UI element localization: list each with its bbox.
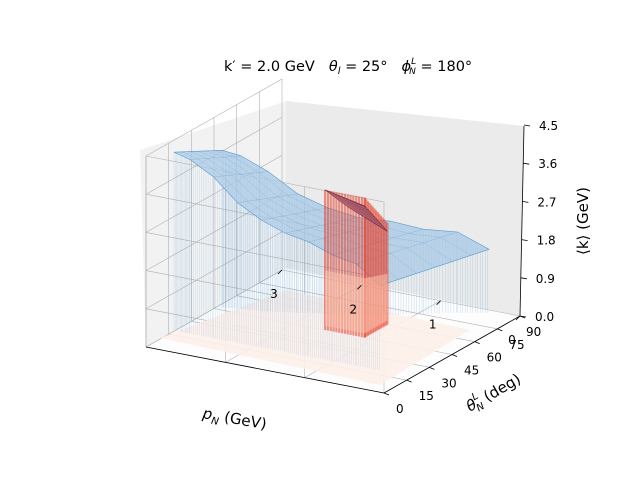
y-tick-mark xyxy=(406,379,412,383)
red-mesh-line xyxy=(330,193,371,213)
x-axis-label: pN (GeV) xyxy=(200,404,268,436)
x-tick-label: 3 xyxy=(270,287,278,301)
grid-left-z xyxy=(145,269,283,348)
red-mesh-line xyxy=(333,196,374,216)
x-tick-group: 3 2 1 0 xyxy=(270,269,521,347)
y-tick-label: 90 xyxy=(526,325,541,339)
title-phi-sup: L xyxy=(411,57,416,67)
title-phi-sub: N xyxy=(409,67,416,77)
red-pale-band xyxy=(325,270,388,334)
title-theta-value: = 25° xyxy=(340,59,387,75)
z-tick-mark xyxy=(520,277,527,280)
y-tick-label: 15 xyxy=(419,389,434,403)
y-tick-label: 0 xyxy=(396,402,404,416)
y-tick-mark xyxy=(474,341,480,345)
x-tick-label: 1 xyxy=(429,318,437,332)
z-tick-mark xyxy=(523,162,530,165)
z-tick-label: 2.7 xyxy=(537,195,556,209)
z-tick-label: 4.5 xyxy=(539,119,558,133)
x-tick-label: 2 xyxy=(350,302,358,316)
y-tick-mark xyxy=(497,328,503,332)
y-tick-mark xyxy=(429,366,435,370)
x-tick-mark xyxy=(357,285,362,290)
red-mesh-line xyxy=(344,204,385,229)
y-tick-label: 30 xyxy=(441,376,456,390)
y-tick-label: 60 xyxy=(487,351,502,365)
blue-mesh-line xyxy=(198,151,435,268)
red-mesh-line xyxy=(336,198,377,219)
z-tick-mark xyxy=(523,124,531,127)
grid-floor-y xyxy=(281,269,521,317)
z-tick-label: 3.6 xyxy=(538,157,557,171)
z-tick-label: 0.9 xyxy=(536,272,555,286)
z-tick-group: 0.0 0.9 1.8 2.7 3.6 4.5 xyxy=(519,119,558,324)
title-k: k′ = 2.0 GeV xyxy=(224,59,315,75)
grid-left-z xyxy=(145,231,283,310)
x-tick-mark xyxy=(515,315,521,321)
title-theta: θ xyxy=(329,59,338,75)
x-tick-label: 0 xyxy=(508,333,516,347)
x-tick-mark xyxy=(277,269,283,275)
x-tick-mark xyxy=(436,300,441,305)
red-surface xyxy=(323,189,389,338)
y-tick-mark xyxy=(383,392,390,396)
title-theta-sub: l xyxy=(338,66,341,77)
title-phi-value: = 180° xyxy=(416,59,472,75)
y-tick-label: 45 xyxy=(464,364,479,378)
red-mesh-line xyxy=(327,191,368,210)
y-tick-mark xyxy=(451,354,458,357)
z-tick-mark xyxy=(519,315,527,318)
z-tick-mark xyxy=(522,201,529,203)
chart-title: k′ = 2.0 GeV θl = 25° ϕL N = 180° xyxy=(224,57,472,77)
y-tick-label: 75 xyxy=(509,338,524,352)
z-tick-mark xyxy=(521,239,528,241)
red-mesh-line xyxy=(339,200,379,223)
blue-mesh-line xyxy=(181,151,399,280)
red-mesh-line xyxy=(341,202,382,226)
blue-mesh-line xyxy=(206,150,453,262)
z-tick-label: 0.0 xyxy=(535,310,554,324)
z-tick-label: 1.8 xyxy=(537,234,556,248)
x-axis-line xyxy=(145,346,385,394)
title-phi: ϕ xyxy=(402,59,412,75)
z-axis-label: ⟨k⟩ (GeV) xyxy=(574,187,592,255)
z-axis-line xyxy=(519,125,525,317)
grid-left-z xyxy=(145,78,283,157)
floor-shadow xyxy=(160,290,470,385)
